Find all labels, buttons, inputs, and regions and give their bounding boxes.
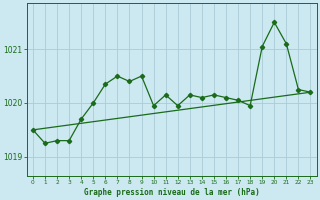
X-axis label: Graphe pression niveau de la mer (hPa): Graphe pression niveau de la mer (hPa) [84,188,260,197]
